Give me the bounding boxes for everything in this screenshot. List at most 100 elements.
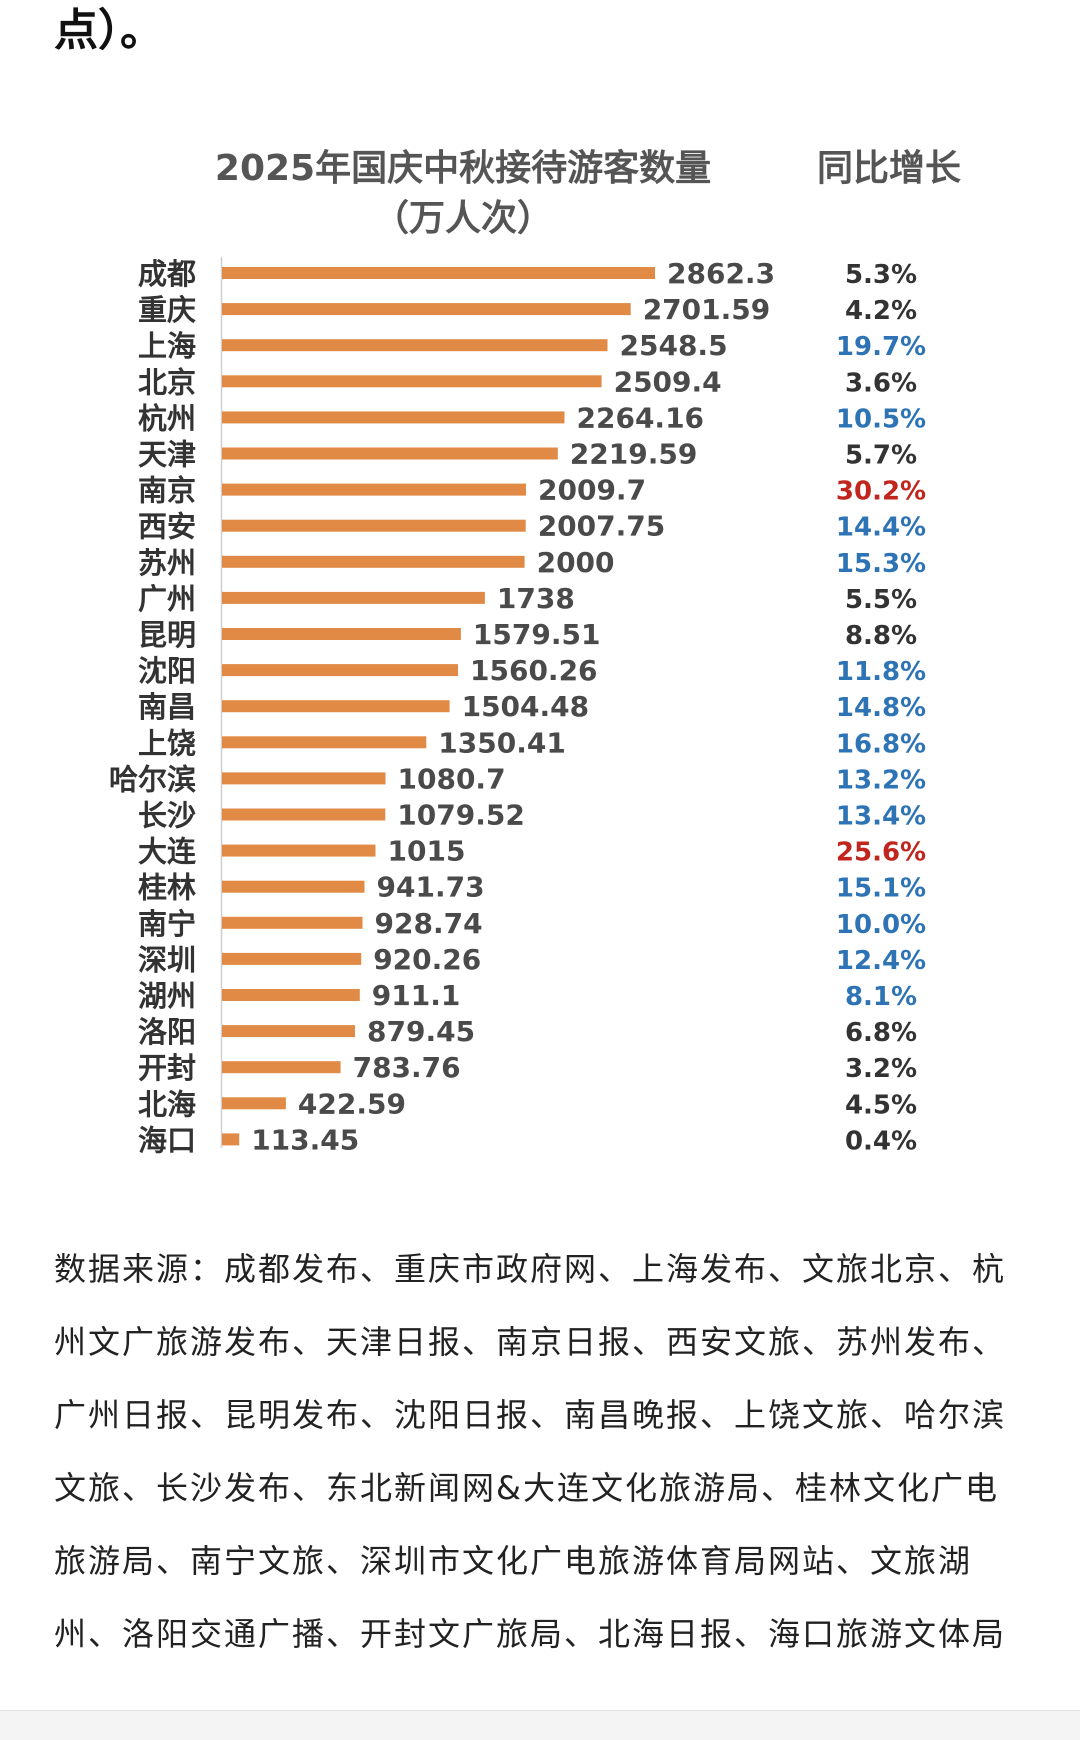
- value-label: 2548.5: [620, 329, 728, 362]
- category-label: 开封: [138, 1051, 196, 1085]
- value-label: 1560.26: [470, 654, 598, 687]
- growth-label: 6.8%: [845, 1018, 917, 1048]
- growth-label: 14.4%: [836, 513, 926, 543]
- source-note: 数据来源：成都发布、重庆市政府网、上海发布、文旅北京、杭州文广旅游发布、天津日报…: [54, 1250, 1007, 1653]
- bar: [222, 772, 386, 785]
- category-label: 西安: [138, 510, 196, 544]
- category-label: 重庆: [138, 293, 196, 327]
- growth-label: 5.7%: [845, 441, 917, 471]
- category-label: 北京: [138, 365, 196, 399]
- value-label: 928.74: [375, 907, 483, 940]
- value-label: 1079.52: [397, 799, 525, 832]
- value-label: 2219.59: [570, 438, 698, 471]
- bar: [222, 628, 461, 640]
- value-label: 2701.59: [643, 293, 771, 326]
- bar: [222, 844, 376, 857]
- value-label: 1504.48: [462, 690, 590, 723]
- category-label: 昆明: [138, 618, 196, 652]
- value-label: 1738: [497, 582, 575, 615]
- value-label: 2509.4: [614, 365, 722, 398]
- value-label: 920.26: [373, 943, 481, 976]
- growth-label: 3.6%: [845, 368, 917, 398]
- value-label: 422.59: [298, 1087, 406, 1120]
- category-label: 上海: [138, 329, 196, 363]
- value-label: 2000: [537, 546, 615, 579]
- bar: [222, 880, 365, 893]
- growth-label: 10.5%: [836, 404, 926, 434]
- chart: 2025年国庆中秋接待游客数量 （万人次） 同比增长 成都 2862.3 5.3% 重…: [109, 148, 961, 1157]
- growth-label: 10.0%: [836, 910, 926, 940]
- growth-label: 30.2%: [836, 477, 926, 507]
- category-label: 苏州: [138, 546, 196, 580]
- category-label: 杭州: [138, 401, 196, 435]
- value-label: 1080.7: [398, 762, 506, 795]
- value-label: 113.45: [251, 1123, 359, 1156]
- value-label: 941.73: [377, 871, 485, 904]
- bar: [222, 483, 526, 496]
- growth-label: 13.2%: [836, 765, 926, 795]
- bar: [222, 1133, 240, 1146]
- chart-title: 2025年国庆中秋接待游客数量: [215, 148, 711, 189]
- value-label: 1350.41: [438, 726, 566, 759]
- bar: [222, 447, 558, 460]
- bar: [222, 591, 485, 604]
- value-label: 2862.3: [667, 257, 775, 290]
- category-label: 沈阳: [138, 654, 196, 688]
- bar: [222, 952, 362, 965]
- value-label: 1015: [388, 835, 466, 868]
- value-label: 879.45: [367, 1015, 475, 1048]
- bar: [222, 519, 526, 532]
- bar: [222, 664, 458, 677]
- bar: [222, 411, 565, 424]
- value-label: 1579.51: [473, 618, 601, 651]
- chart-subtitle: （万人次）: [373, 198, 553, 239]
- bar: [222, 1025, 355, 1038]
- growth-label: 25.6%: [836, 838, 926, 868]
- growth-label: 5.3%: [845, 260, 917, 290]
- bar: [222, 700, 450, 713]
- bar: [222, 267, 655, 279]
- category-label: 南昌: [138, 690, 196, 724]
- bar: [222, 808, 386, 821]
- category-label: 深圳: [138, 943, 196, 977]
- bar: [222, 1061, 341, 1074]
- category-label: 哈尔滨: [109, 762, 196, 796]
- growth-label: 4.2%: [845, 296, 917, 326]
- category-label: 大连: [138, 835, 197, 869]
- category-label: 上饶: [138, 726, 196, 760]
- growth-label: 14.8%: [836, 693, 926, 723]
- value-label: 2264.16: [577, 401, 705, 434]
- bar: [222, 375, 602, 388]
- category-label: 成都: [138, 257, 196, 291]
- growth-label: 4.5%: [845, 1090, 917, 1120]
- bottom-bar: [0, 1710, 1080, 1740]
- bar: [222, 989, 360, 1001]
- category-label: 广州: [138, 582, 196, 616]
- bar: [222, 916, 363, 929]
- growth-label: 8.8%: [845, 621, 917, 651]
- category-label: 湖州: [138, 979, 196, 1013]
- growth-label: 11.8%: [836, 657, 926, 687]
- growth-label: 0.4%: [845, 1126, 917, 1156]
- growth-label: 12.4%: [836, 946, 926, 976]
- growth-label: 3.2%: [845, 1054, 917, 1084]
- category-label: 北海: [138, 1087, 196, 1121]
- chart-svg: 2025年国庆中秋接待游客数量 （万人次） 同比增长 成都 2862.3 5.3% 重…: [109, 148, 961, 1157]
- category-label: 天津: [138, 438, 196, 472]
- value-label: 911.1: [372, 979, 461, 1012]
- value-label: 783.76: [353, 1051, 461, 1084]
- category-label: 洛阳: [138, 1015, 196, 1049]
- growth-label: 16.8%: [836, 729, 926, 759]
- category-label: 长沙: [138, 799, 196, 833]
- bar: [222, 555, 525, 568]
- growth-label: 15.1%: [836, 874, 926, 904]
- category-label: 海口: [138, 1123, 196, 1157]
- bar: [222, 303, 631, 316]
- value-label: 2007.75: [538, 510, 666, 543]
- growth-column-title: 同比增长: [817, 148, 961, 189]
- chart-marks: 成都 2862.3 5.3% 重庆 2701.59 4.2% 上海 2548.5 19.7% 北京…: [109, 257, 926, 1157]
- growth-label: 13.4%: [836, 802, 926, 832]
- category-label: 南京: [138, 474, 196, 508]
- category-label: 南宁: [138, 907, 196, 941]
- category-label: 桂林: [138, 871, 196, 905]
